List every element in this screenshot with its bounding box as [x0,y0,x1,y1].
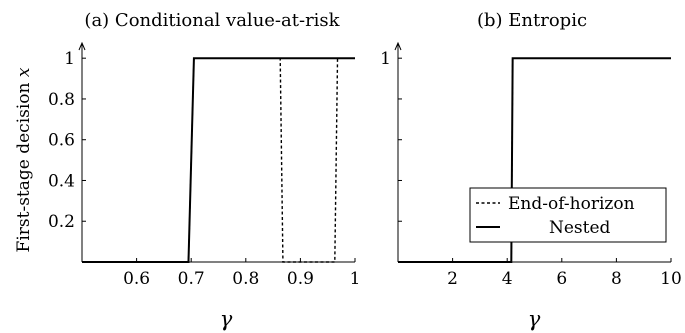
panel-a: (a) Conditional value-at-risk First-stag… [14,10,360,331]
panel-b-x-tick-label: 6 [556,269,567,289]
panel-a-x-tick-label: 1 [350,269,361,289]
panel-b: (b) Entropic 2 4 6 8 10 1 γ End-of-horizon Ne… [380,10,682,331]
panel-a-series-end-of-horizon [82,57,355,263]
panel-b-series-end-of-horizon [398,57,671,263]
panel-b-title: (b) Entropic [477,10,587,31]
panel-a-x-tick-label: 0.8 [232,269,259,289]
panel-a-y-tick-label: 1 [64,49,75,69]
panel-a-x-tick-label: 0.6 [123,269,150,289]
y-axis-label-variable: x [14,67,34,77]
panel-a-y-tick-label: 0.8 [48,90,75,110]
panel-a-series-nested [82,57,355,263]
panel-b-y-axis-arrow [394,41,402,51]
legend-label-nested: Nested [549,218,611,238]
y-axis-label: First-stage decision x [14,67,34,252]
panel-a-x-tick-label: 0.7 [178,269,205,289]
legend-box [469,187,667,243]
panel-b-x-tick-label: 10 [660,269,682,289]
panel-b-y-tick-label: 1 [380,49,391,69]
y-axis-label-text: First-stage decision [14,77,34,252]
panel-a-y-tick-label: 0.6 [48,131,75,151]
panel-b-x-tick-label: 4 [502,269,513,289]
panel-a-plot: 0.6 0.7 0.8 0.9 1 0.2 0.4 0.6 0.8 1 [48,41,361,289]
panel-a-title: (a) Conditional value-at-risk [84,10,340,31]
panel-a-x-tick-label: 0.9 [287,269,314,289]
panel-a-y-axis-arrow [78,41,86,51]
panel-a-y-tick-label: 0.2 [48,212,75,232]
panel-b-x-tick-label: 8 [611,269,622,289]
panel-b-x-label: γ [528,307,541,331]
legend: End-of-horizon Nested [469,187,667,243]
panel-b-plot: 2 4 6 8 10 1 [380,41,682,289]
panel-a-x-label: γ [220,307,233,331]
panel-b-x-tick-label: 2 [447,269,458,289]
legend-label-end-of-horizon: End-of-horizon [508,194,635,214]
panel-a-y-tick-label: 0.4 [48,171,75,191]
